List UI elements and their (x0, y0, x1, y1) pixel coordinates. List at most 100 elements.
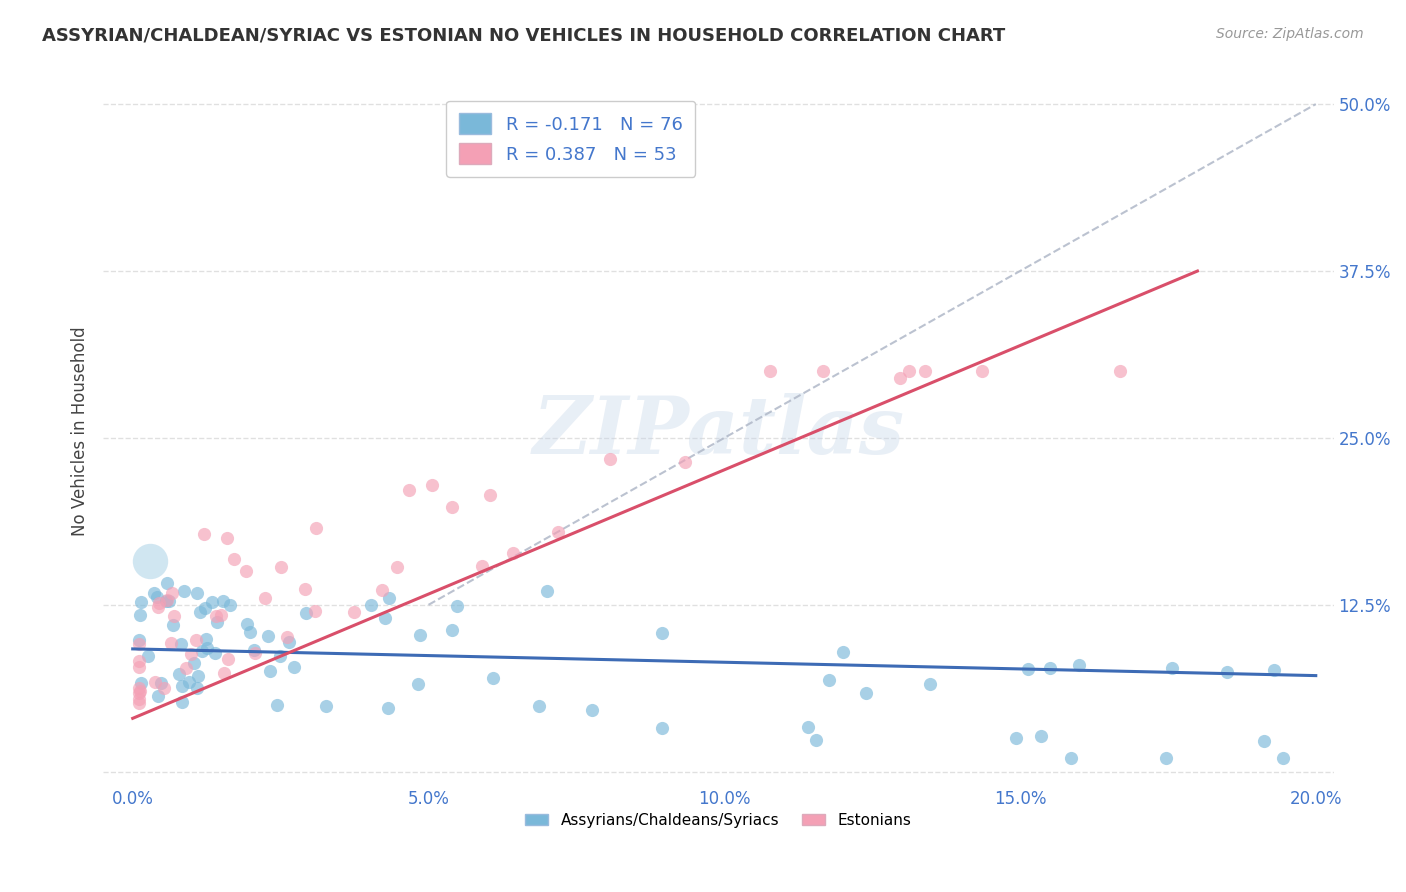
Point (188, 605, 211, 619)
Point (179, 675, 201, 690)
Point (128, 696, 150, 710)
Point (581, 703, 603, 717)
Point (128, 637, 150, 651)
Point (650, 721, 672, 735)
Point (479, 488, 502, 502)
Y-axis label: No Vehicles in Household: No Vehicles in Household (72, 326, 89, 536)
Point (146, 591, 169, 605)
Point (406, 677, 429, 691)
Point (385, 560, 408, 574)
Point (482, 671, 505, 685)
Point (170, 637, 193, 651)
Point (173, 583, 195, 598)
Point (1253, 733, 1275, 747)
Point (898, 364, 921, 378)
Point (128, 686, 150, 700)
Point (370, 583, 392, 598)
Point (153, 681, 176, 695)
Point (139, 554, 162, 568)
Point (270, 559, 292, 574)
Point (673, 455, 696, 469)
Point (243, 646, 266, 660)
Point (186, 586, 208, 600)
Point (209, 607, 232, 622)
Point (156, 575, 179, 590)
Point (360, 598, 382, 612)
Point (343, 605, 366, 619)
Point (759, 364, 782, 378)
Point (195, 632, 218, 646)
Point (191, 644, 214, 658)
Point (142, 585, 165, 599)
Point (129, 676, 152, 690)
Text: ASSYRIAN/CHALDEAN/SYRIAC VS ESTONIAN NO VEHICLES IN HOUSEHOLD CORRELATION CHART: ASSYRIAN/CHALDEAN/SYRIAC VS ESTONIAN NO … (42, 27, 1005, 45)
Point (471, 559, 494, 574)
Point (440, 500, 463, 514)
Point (855, 686, 877, 700)
Point (236, 616, 259, 631)
Point (128, 655, 150, 669)
Point (277, 634, 299, 648)
Point (547, 525, 569, 540)
Point (1069, 657, 1091, 672)
Point (242, 642, 264, 657)
Point (266, 698, 288, 713)
Point (315, 698, 337, 713)
Point (920, 677, 942, 691)
Point (204, 646, 226, 660)
Point (377, 591, 399, 605)
Text: Source: ZipAtlas.com: Source: ZipAtlas.com (1216, 27, 1364, 41)
Point (502, 546, 524, 560)
Point (408, 628, 430, 642)
Point (294, 582, 316, 597)
Point (157, 593, 180, 607)
Point (276, 631, 298, 645)
Point (970, 364, 993, 378)
Point (1029, 729, 1052, 743)
Point (172, 695, 194, 709)
Point (377, 701, 399, 715)
Point (440, 624, 463, 638)
Point (446, 599, 468, 614)
Point (889, 371, 911, 385)
Point (187, 669, 209, 683)
Point (295, 606, 318, 620)
Point (193, 601, 215, 615)
Point (163, 609, 186, 624)
Point (128, 684, 150, 698)
Point (167, 666, 190, 681)
Point (136, 648, 159, 663)
Point (239, 624, 262, 639)
Point (831, 644, 853, 658)
Point (148, 690, 170, 704)
Point (160, 585, 183, 599)
Point (806, 733, 828, 747)
Point (259, 664, 281, 678)
Point (180, 647, 202, 661)
Point (536, 584, 558, 599)
Point (374, 610, 396, 624)
Point (283, 660, 305, 674)
Point (217, 651, 239, 665)
Point (148, 595, 170, 609)
Point (128, 681, 150, 695)
Point (183, 656, 205, 670)
Point (217, 531, 239, 545)
Point (186, 681, 208, 695)
Point (1109, 364, 1132, 378)
Point (254, 591, 277, 605)
Point (398, 483, 420, 497)
Point (128, 660, 150, 674)
Point (129, 595, 152, 609)
Point (811, 364, 834, 378)
Point (128, 691, 150, 706)
Point (222, 552, 245, 566)
Point (1004, 731, 1026, 746)
Point (914, 364, 936, 378)
Point (796, 719, 818, 733)
Point (269, 648, 291, 663)
Point (170, 679, 193, 693)
Legend: Assyrians/Chaldeans/Syriacs, Estonians: Assyrians/Chaldeans/Syriacs, Estonians (519, 807, 917, 834)
Point (219, 599, 242, 613)
Point (207, 615, 229, 629)
